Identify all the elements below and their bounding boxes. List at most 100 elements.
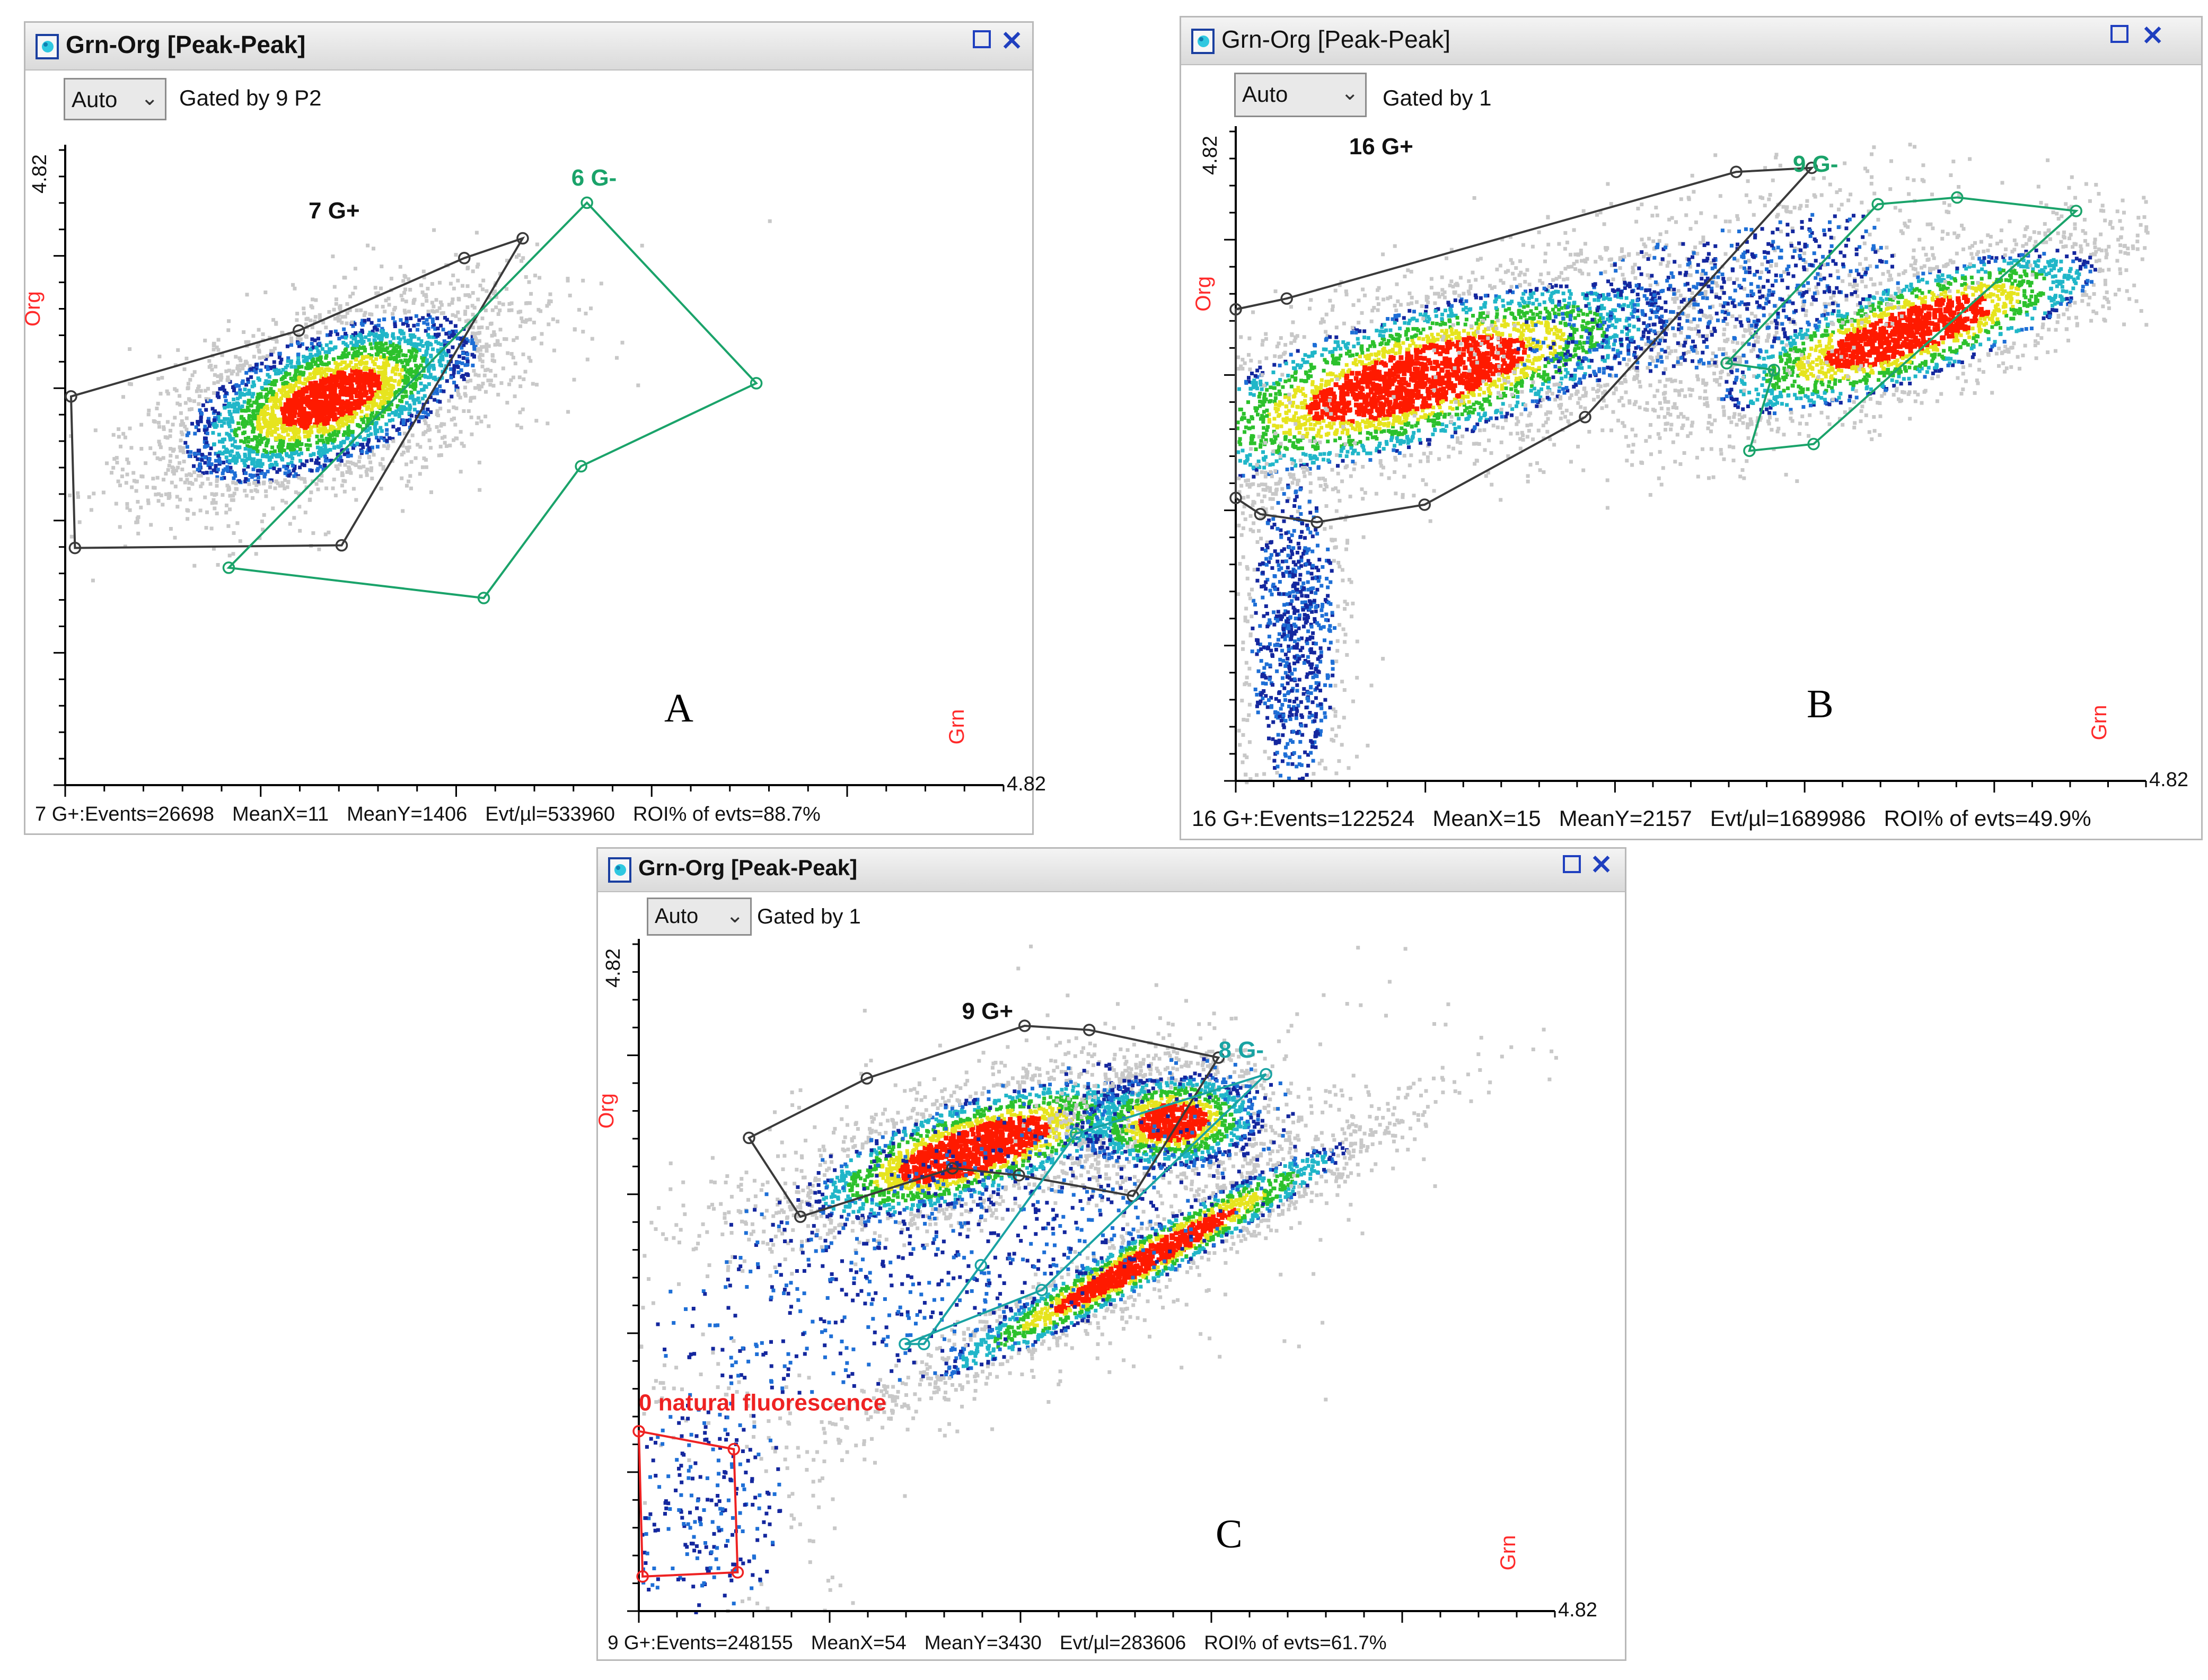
event-dot	[1315, 401, 1321, 407]
event-dot	[173, 485, 178, 489]
event-dot	[185, 478, 189, 482]
event-dot	[349, 373, 355, 379]
event-dot	[1389, 438, 1393, 442]
event-dot	[238, 391, 242, 395]
event-dot	[509, 301, 514, 305]
event-dot	[1502, 315, 1507, 319]
event-dot	[1387, 375, 1392, 381]
close-icon[interactable]: ×	[1000, 23, 1024, 56]
event-dot	[1296, 389, 1299, 392]
event-dot	[1353, 461, 1357, 465]
event-dot	[1356, 341, 1360, 346]
event-dot	[359, 409, 364, 414]
event-dot	[259, 440, 263, 444]
scale-dropdown[interactable]: Auto ⌄	[1234, 73, 1367, 117]
event-dot	[345, 375, 350, 381]
x-axis-max-label: 4.82	[1007, 773, 1046, 795]
event-dot	[400, 368, 404, 372]
event-dot	[408, 328, 412, 332]
event-dot	[370, 411, 374, 415]
event-dot	[1254, 381, 1258, 385]
scale-dropdown[interactable]: Auto ⌄	[64, 78, 166, 120]
event-dot	[235, 446, 240, 450]
event-dot	[1550, 291, 1554, 295]
event-dot	[426, 412, 430, 417]
close-icon[interactable]: ×	[2141, 17, 2165, 51]
event-dot	[1312, 436, 1316, 440]
event-dot	[330, 394, 336, 400]
event-dot	[1509, 235, 1512, 239]
event-dot	[414, 398, 418, 402]
event-dot	[398, 337, 402, 341]
window-titlebar[interactable]: Grn-Org [Peak-Peak] ×	[1181, 17, 2201, 65]
event-dot	[309, 353, 313, 357]
event-dot	[1641, 330, 1646, 335]
event-dot	[208, 465, 212, 470]
event-dot	[374, 341, 379, 346]
event-dot	[203, 455, 207, 460]
event-dot	[440, 436, 444, 440]
event-dot	[251, 380, 256, 384]
event-dot	[362, 399, 367, 404]
event-dot	[1514, 404, 1518, 408]
maximize-icon[interactable]	[973, 30, 991, 48]
event-dot	[505, 401, 509, 405]
event-dot	[439, 347, 443, 351]
event-dot	[462, 343, 466, 347]
event-dot	[504, 337, 508, 341]
event-dot	[640, 243, 644, 248]
event-dot	[213, 506, 217, 511]
event-dot	[1328, 335, 1332, 339]
event-dot	[220, 353, 224, 357]
event-dot	[379, 350, 383, 354]
event-dot	[1476, 365, 1481, 371]
event-dot	[329, 340, 333, 345]
event-dot	[1537, 389, 1541, 393]
gated-by-label: Gated by 1	[1383, 85, 1492, 110]
window-titlebar[interactable]: Grn-Org [Peak-Peak] ×	[25, 23, 1032, 71]
event-dot	[1335, 408, 1340, 413]
event-dot	[225, 432, 229, 436]
event-dot	[480, 345, 484, 349]
maximize-icon[interactable]	[2110, 25, 2128, 43]
event-dot	[364, 355, 368, 359]
event-dot	[156, 377, 161, 381]
event-dot	[1648, 253, 1651, 258]
event-dot	[1466, 395, 1470, 399]
event-dot	[1369, 374, 1375, 380]
event-dot	[452, 416, 456, 420]
event-dot	[1290, 467, 1294, 471]
event-dot	[484, 390, 488, 394]
event-dot	[1239, 335, 1243, 339]
event-dot	[435, 391, 439, 395]
event-dot	[237, 479, 241, 483]
event-dot	[354, 388, 359, 393]
event-dot	[241, 366, 245, 371]
event-dot	[365, 468, 370, 471]
event-dot	[176, 465, 180, 470]
event-dot	[1454, 313, 1458, 318]
event-dot	[270, 445, 275, 450]
event-dot	[1355, 424, 1359, 428]
event-dot	[1530, 367, 1535, 371]
event-dot	[480, 353, 485, 357]
event-dot	[365, 406, 370, 410]
event-dot	[449, 375, 453, 380]
event-dot	[1409, 359, 1414, 364]
event-dot	[77, 520, 82, 524]
event-dot	[1535, 312, 1540, 316]
event-dot	[1291, 320, 1295, 324]
event-dot	[1418, 349, 1423, 355]
event-dot	[318, 371, 322, 375]
event-dot	[365, 413, 369, 417]
event-dot	[272, 346, 277, 350]
event-dot	[438, 280, 442, 285]
event-dot	[407, 310, 411, 314]
event-dot	[475, 421, 479, 425]
event-dot	[334, 401, 339, 406]
event-dot	[372, 453, 376, 457]
event-dot	[527, 301, 532, 305]
event-dot	[1605, 478, 1609, 482]
event-dot	[1440, 345, 1445, 350]
event-dot	[331, 254, 335, 259]
